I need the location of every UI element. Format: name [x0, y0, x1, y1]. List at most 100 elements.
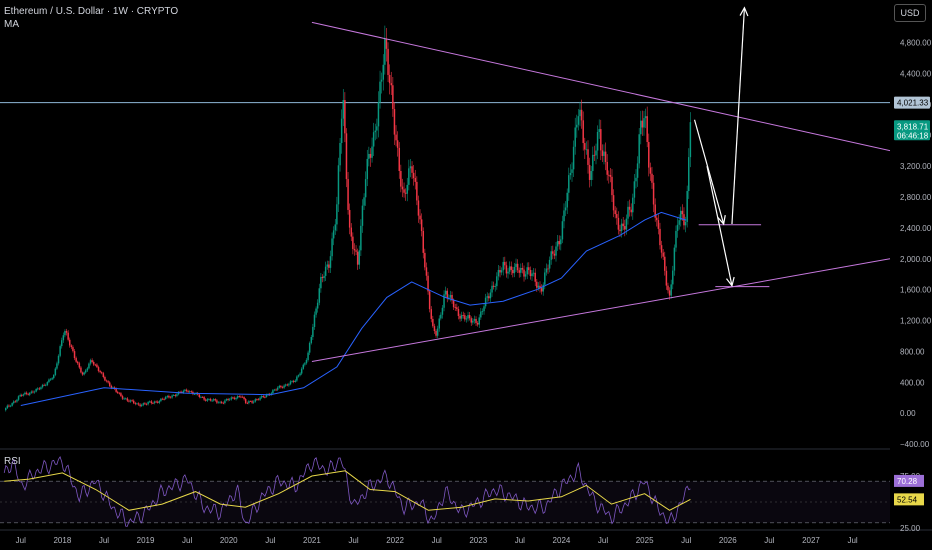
candle	[137, 403, 140, 405]
candle	[664, 256, 666, 271]
candle	[129, 400, 132, 402]
time-tick-label: 2018	[53, 536, 71, 545]
price-tick-label: 800.00	[900, 347, 925, 356]
candle	[556, 241, 559, 247]
candle	[118, 392, 121, 394]
time-tick-label: Jul	[515, 536, 525, 545]
candle	[643, 118, 645, 128]
candle	[156, 401, 159, 403]
candle	[36, 388, 39, 390]
candle	[465, 318, 468, 320]
candle	[616, 214, 618, 218]
last-price-badge	[894, 120, 930, 141]
candle	[16, 399, 18, 402]
time-tick-label: Jul	[598, 536, 608, 545]
projection-arrow[interactable]	[693, 119, 725, 225]
candle	[548, 259, 551, 269]
price-axis[interactable]	[890, 0, 932, 550]
candle	[545, 268, 548, 273]
candle	[88, 363, 90, 369]
candle	[462, 315, 464, 316]
upper-trendline[interactable]	[311, 21, 891, 152]
currency-button[interactable]: USD	[894, 4, 926, 22]
time-tick-label: 2021	[303, 536, 321, 545]
candle	[612, 195, 615, 211]
candle	[430, 309, 432, 319]
candle	[684, 221, 687, 226]
candle	[256, 399, 258, 401]
candle	[344, 100, 346, 134]
candle	[675, 230, 677, 248]
arrow-head	[739, 6, 749, 17]
candle	[76, 361, 79, 364]
candle	[352, 236, 354, 249]
candle	[334, 224, 337, 231]
projection-arrow[interactable]	[706, 165, 733, 286]
candle	[412, 172, 415, 178]
candle	[384, 38, 386, 65]
candle	[499, 269, 501, 273]
arrow-head	[726, 276, 735, 288]
ma-indicator-label[interactable]: MA	[4, 19, 19, 30]
candle	[312, 326, 314, 337]
candle	[513, 266, 516, 274]
candle	[131, 400, 133, 402]
candle	[280, 385, 282, 388]
candle	[523, 269, 525, 277]
candle	[492, 285, 495, 287]
candle	[614, 210, 616, 215]
candle	[326, 264, 329, 267]
candle	[238, 396, 241, 397]
candle	[635, 177, 637, 182]
rsi-value-badge-text: 70.28	[897, 477, 918, 486]
candle	[505, 265, 508, 274]
candle	[49, 379, 52, 381]
candle	[348, 209, 351, 228]
symbol-title: Ethereum / U.S. Dollar · 1W · CRYPTO	[4, 6, 179, 17]
candle	[438, 318, 440, 329]
candle	[38, 388, 41, 390]
candle	[11, 403, 13, 406]
candle	[627, 206, 629, 219]
candle	[22, 394, 25, 396]
candle	[43, 384, 45, 386]
candle	[52, 374, 55, 379]
rsi-indicator-label[interactable]: RSI	[4, 456, 21, 467]
candle	[6, 405, 9, 409]
candle	[65, 331, 68, 333]
candle	[292, 380, 295, 382]
candle	[163, 399, 165, 400]
candle	[598, 129, 600, 132]
projection-arrow[interactable]	[731, 7, 746, 225]
candle	[294, 380, 297, 382]
candle	[422, 230, 424, 253]
candle	[297, 375, 300, 377]
price-tick-label: 4,400.00	[900, 69, 932, 78]
candle	[232, 397, 234, 399]
candle	[376, 126, 378, 131]
candle	[540, 288, 543, 292]
candle	[140, 404, 143, 407]
candle	[641, 120, 644, 128]
candle	[520, 267, 522, 273]
candle	[296, 376, 298, 381]
candle	[560, 239, 562, 245]
candle	[86, 368, 89, 371]
candle	[611, 176, 613, 196]
candle	[500, 270, 503, 273]
candle	[620, 223, 623, 232]
candle	[420, 219, 423, 231]
candle	[553, 253, 556, 256]
lower-trendline[interactable]	[311, 258, 891, 362]
candle	[451, 294, 453, 301]
candle	[579, 109, 581, 117]
candle	[97, 367, 100, 371]
candle	[371, 146, 373, 158]
candle	[100, 372, 103, 374]
candle	[222, 402, 225, 404]
candle	[515, 263, 517, 267]
candle	[652, 182, 655, 205]
candle	[395, 134, 397, 141]
candle	[276, 387, 279, 390]
